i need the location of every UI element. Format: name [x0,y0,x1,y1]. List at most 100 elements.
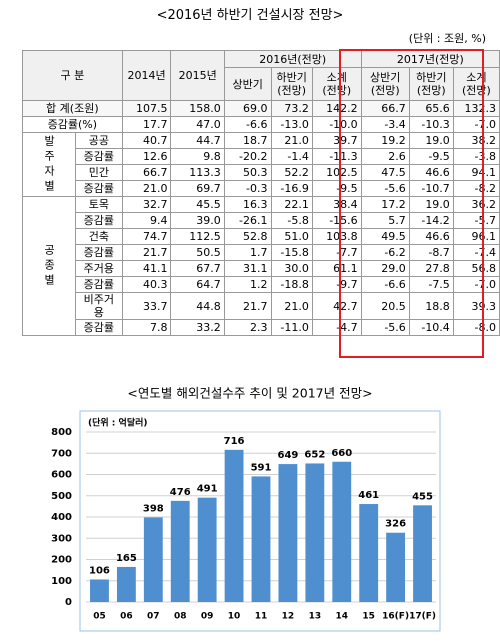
cell: 158.0 [170,100,225,117]
y-tick-label: 0 [65,597,72,608]
chart-unit: (단위 : 억달러) [88,417,148,429]
x-tick-label: 16(F) [382,612,409,622]
cell: 구 분 [22,50,123,101]
x-tick-label: 07 [147,612,160,622]
value-label: 649 [277,450,298,461]
row: 상반기 하반기 (전망) 소계 (전망) 상반기 (전망) 하반기 (전망) 소계 (전망… [23,67,500,101]
cell: -5.6 [360,319,410,336]
cell: 증감률 [75,244,123,261]
cell: 증감률 [75,319,123,336]
cell: 50.3 [223,164,272,181]
x-tick-label: 13 [309,612,322,622]
row: 증감률 21.0 69.7 -0.3 -16.9 -9.5 -5.6 -10.7 -8.2 [23,180,500,197]
value-label: 326 [385,519,406,530]
y-tick-label: 800 [51,427,72,438]
cell: 증감률(%) [22,116,123,133]
cell: -11.0 [270,319,313,336]
x-tick-label: 06 [120,612,133,622]
cell: 41.1 [121,260,172,277]
cell: 40.7 [121,132,172,149]
row: 공종별 토목 32.7 45.5 16.3 22.1 38.4 17.2 19.0 36.2 [22,196,500,336]
y-tick-label: 500 [51,491,72,502]
cell: 소계 (전망) [452,67,500,101]
y-tick-label: 600 [51,470,72,481]
x-tick-label: 15 [362,612,375,622]
chart-title: <연도별 해외건설수주 추이 및 2017년 전망> [127,386,372,401]
cell: 20.5 [360,292,410,320]
cell: 61.1 [311,260,362,277]
cell: -3.4 [360,116,410,133]
cell: 30.0 [270,260,313,277]
row: 증감률 7.8 33.2 2.3 -11.0 -4.7 -5.6 -10.4 -8.0 [23,319,500,336]
cell: 7.8 [121,319,172,336]
cell: -11.3 [311,148,362,165]
highlight-box [339,49,484,358]
cell: 소계 (전망) [311,67,362,101]
cell: 상반기 [223,67,272,101]
y-tick-label: 300 [51,533,72,544]
value-label: 476 [170,487,191,498]
cell: -1.4 [270,148,313,165]
x-tick-label: 10 [228,612,241,622]
row: 건축 74.7 112.5 52.8 51.0 103.8 49.5 46.6 96.1 [23,228,500,245]
value-label: 716 [224,436,245,447]
value-label: 398 [143,503,164,514]
cell: 22.1 [270,196,313,213]
x-tick-label: 14 [336,612,349,622]
row: 증감률 21.7 50.5 1.7 -15.8 -7.7 -6.2 -8.7 -7.4 [23,244,500,261]
cell: 39.3 [452,292,500,320]
cell: -13.0 [270,116,313,133]
row: 증감률 9.4 39.0 -26.1 -5.8 -15.6 5.7 -14.2 -5.7 [23,212,500,229]
cell: 33.2 [170,319,225,336]
cell: 21.7 [223,292,272,320]
value-label: 461 [358,490,379,501]
cell: -5.8 [270,212,313,229]
bar [413,505,432,602]
cell: 64.7 [170,276,225,293]
bar [143,517,163,602]
cell: -5.7 [452,212,500,229]
cell: 발주자별 [22,132,76,197]
cell: 132.3 [452,100,500,117]
value-label: 491 [197,484,218,495]
cell: 토목 [75,196,123,213]
cell: -6.6 [360,276,410,293]
cell: 하반기 (전망) [408,67,454,101]
row: 주거용 41.1 67.7 31.1 30.0 61.1 29.0 27.8 56.8 [23,260,500,277]
cell: 2017년(전망) [360,50,500,68]
bar [170,500,190,602]
cell: -7.4 [452,244,500,261]
bar [305,463,325,602]
cell: 21.0 [121,180,172,197]
cell: -8.0 [452,319,500,336]
bar [278,464,298,602]
cell: 하반기 (전망) [270,67,313,101]
cell: -7.5 [408,276,454,293]
value-label: 652 [304,449,325,460]
y-tick-label: 400 [51,512,72,523]
bar [116,566,136,602]
cell: 공종별 [22,196,76,336]
cell: -7.0 [452,276,500,293]
cell: -10.0 [311,116,362,133]
unit: (단위 : 조원, %) [408,32,486,45]
cell: 상반기 (전망) [360,67,410,101]
row: 증감률 40.3 64.7 1.2 -18.8 -9.7 -6.6 -7.5 -7.0 [23,276,500,293]
x-tick-label: 17(F) [409,612,436,622]
x-tick-label: 12 [282,612,295,622]
cell: -4.7 [311,319,362,336]
cell: 합 계(조원) [22,100,123,117]
cell: 27.8 [408,260,454,277]
x-tick-label: 09 [201,612,214,622]
cell: -3.8 [452,148,500,165]
bar [197,497,217,602]
row: 증감률(%) 17.7 47.0 -6.6 -13.0 -10.0 -3.4 -10.3 -7.… [22,116,500,133]
cell: 2.3 [223,319,272,336]
cell: 33.7 [121,292,172,320]
cell: 증감률 [75,180,123,197]
cell: 9.8 [170,148,225,165]
value-label: 660 [331,448,352,459]
cell: 40.3 [121,276,172,293]
